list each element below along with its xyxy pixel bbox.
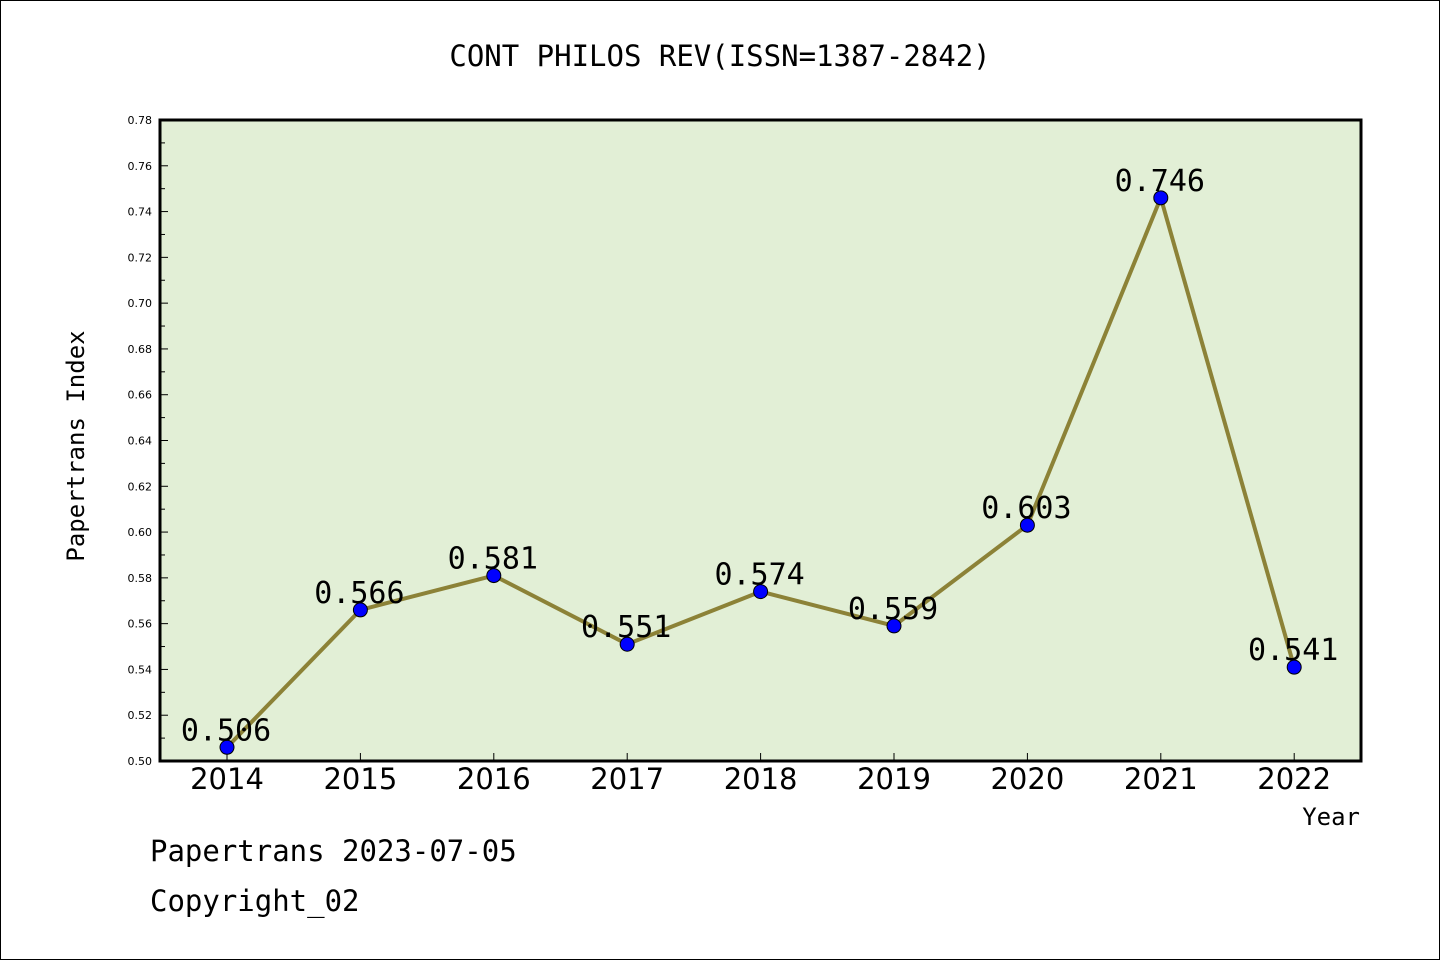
y-tick-label: 0.72 [128, 251, 153, 264]
data-point [886, 618, 902, 634]
x-tick-label: 2015 [323, 762, 397, 796]
y-tick-label: 0.74 [128, 206, 153, 219]
data-point [753, 584, 769, 600]
y-tick-label: 0.50 [128, 755, 153, 768]
y-tick-label: 0.76 [128, 160, 153, 173]
data-label: 0.566 [314, 576, 404, 611]
x-tick-label: 2021 [1124, 762, 1198, 796]
data-point [486, 568, 502, 584]
x-tick-label: 2018 [724, 762, 798, 796]
chart-title: CONT PHILOS REV(ISSN=1387-2842) [449, 39, 990, 73]
y-tick-label: 0.56 [128, 618, 153, 631]
x-axis-ticks: 2014 2015 2016 2017 2018 2019 2020 2021 2022 [190, 753, 1331, 796]
copyright-text: Copyright_02 [150, 884, 360, 918]
data-label: 0.559 [848, 592, 938, 627]
x-tick-label: 2014 [190, 762, 264, 796]
y-axis-label: Papertrans Index [62, 330, 90, 561]
data-label: 0.541 [1248, 633, 1338, 668]
y-axis-ticks: 0.50 0.52 0.54 0.56 0.58 0.60 0.62 0.64 0.66 0.68… [128, 114, 168, 768]
plot-area [160, 120, 1361, 761]
y-tick-label: 0.66 [128, 389, 153, 402]
x-tick-label: 2017 [590, 762, 664, 796]
data-label: 0.603 [981, 491, 1071, 526]
data-labels-group: 0.506 0.566 0.581 0.551 0.574 0.559 0.603 0.746… [181, 164, 1339, 748]
source-date-text: Papertrans 2023-07-05 [150, 834, 517, 868]
y-tick-label: 0.54 [128, 663, 153, 676]
y-tick-label: 0.70 [128, 297, 153, 310]
x-tick-label: 2019 [857, 762, 931, 796]
y-tick-label: 0.68 [128, 343, 153, 356]
data-point [352, 602, 368, 618]
data-label: 0.581 [448, 542, 538, 577]
y-tick-label: 0.64 [128, 435, 153, 448]
x-tick-label: 2016 [457, 762, 531, 796]
plot-border [158, 118, 1363, 763]
data-label: 0.506 [181, 713, 271, 748]
y-tick-label: 0.62 [128, 480, 153, 493]
data-point [619, 636, 635, 652]
y-tick-label: 0.58 [128, 572, 153, 585]
series-points-group [219, 190, 1302, 755]
data-point [1019, 517, 1035, 533]
x-tick-label: 2022 [1257, 762, 1331, 796]
data-label: 0.574 [714, 558, 804, 593]
data-point [1153, 190, 1169, 206]
y-tick-label: 0.60 [128, 526, 153, 539]
y-tick-label: 0.52 [128, 709, 153, 722]
data-label: 0.746 [1115, 164, 1205, 199]
data-point [219, 739, 235, 755]
x-axis-label: Year [1302, 803, 1360, 831]
y-tick-label: 0.78 [128, 114, 153, 127]
x-tick-label: 2020 [990, 762, 1064, 796]
data-label: 0.551 [581, 610, 671, 645]
data-point [1286, 659, 1302, 675]
